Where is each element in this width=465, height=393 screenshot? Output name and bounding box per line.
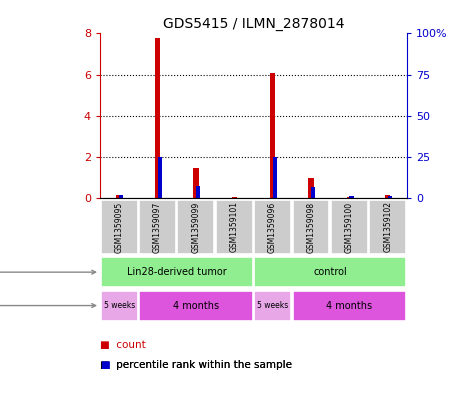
Bar [119,195,123,198]
Bar [101,200,138,254]
Bar [388,196,392,198]
Text: GSM1359101: GSM1359101 [230,202,239,252]
Bar [346,197,352,198]
Bar [292,200,329,254]
Bar [308,178,314,198]
Bar [272,157,277,198]
Bar [311,187,315,198]
Text: 4 months: 4 months [326,301,372,310]
Bar [254,200,291,254]
Bar [232,197,237,198]
Bar [158,157,162,198]
Bar [178,200,214,254]
Text: GSM1359096: GSM1359096 [268,201,277,253]
Text: ■: ■ [100,360,110,369]
Bar [101,257,252,287]
Bar [385,195,391,198]
Text: disease state: disease state [0,267,96,277]
Bar [292,290,406,321]
Bar [254,290,291,321]
Title: GDS5415 / ILMN_2878014: GDS5415 / ILMN_2878014 [163,17,344,31]
Text: GSM1359098: GSM1359098 [306,201,315,253]
Bar [349,196,353,198]
Bar [101,290,138,321]
Text: 5 weeks: 5 weeks [257,301,288,310]
Text: ■  count: ■ count [100,340,146,350]
Text: GSM1359100: GSM1359100 [345,201,354,253]
Bar [193,167,199,198]
Text: 4 months: 4 months [173,301,219,310]
Text: ■  percentile rank within the sample: ■ percentile rank within the sample [100,360,292,369]
Text: GSM1359099: GSM1359099 [192,201,200,253]
Bar [139,290,252,321]
Bar [116,195,122,198]
Bar [139,200,176,254]
Bar [270,73,275,198]
Text: age: age [0,301,96,310]
Text: GSM1359102: GSM1359102 [383,202,392,252]
Text: 5 weeks: 5 weeks [104,301,135,310]
Bar [155,37,160,198]
Bar [216,200,252,254]
Text: GSM1359095: GSM1359095 [115,201,124,253]
Text: GSM1359097: GSM1359097 [153,201,162,253]
Text: Lin28-derived tumor: Lin28-derived tumor [127,267,226,277]
Bar [254,257,406,287]
Text: control: control [313,267,347,277]
Bar [331,200,368,254]
Bar [369,200,406,254]
Bar [196,186,200,198]
Text: percentile rank within the sample: percentile rank within the sample [116,360,292,369]
